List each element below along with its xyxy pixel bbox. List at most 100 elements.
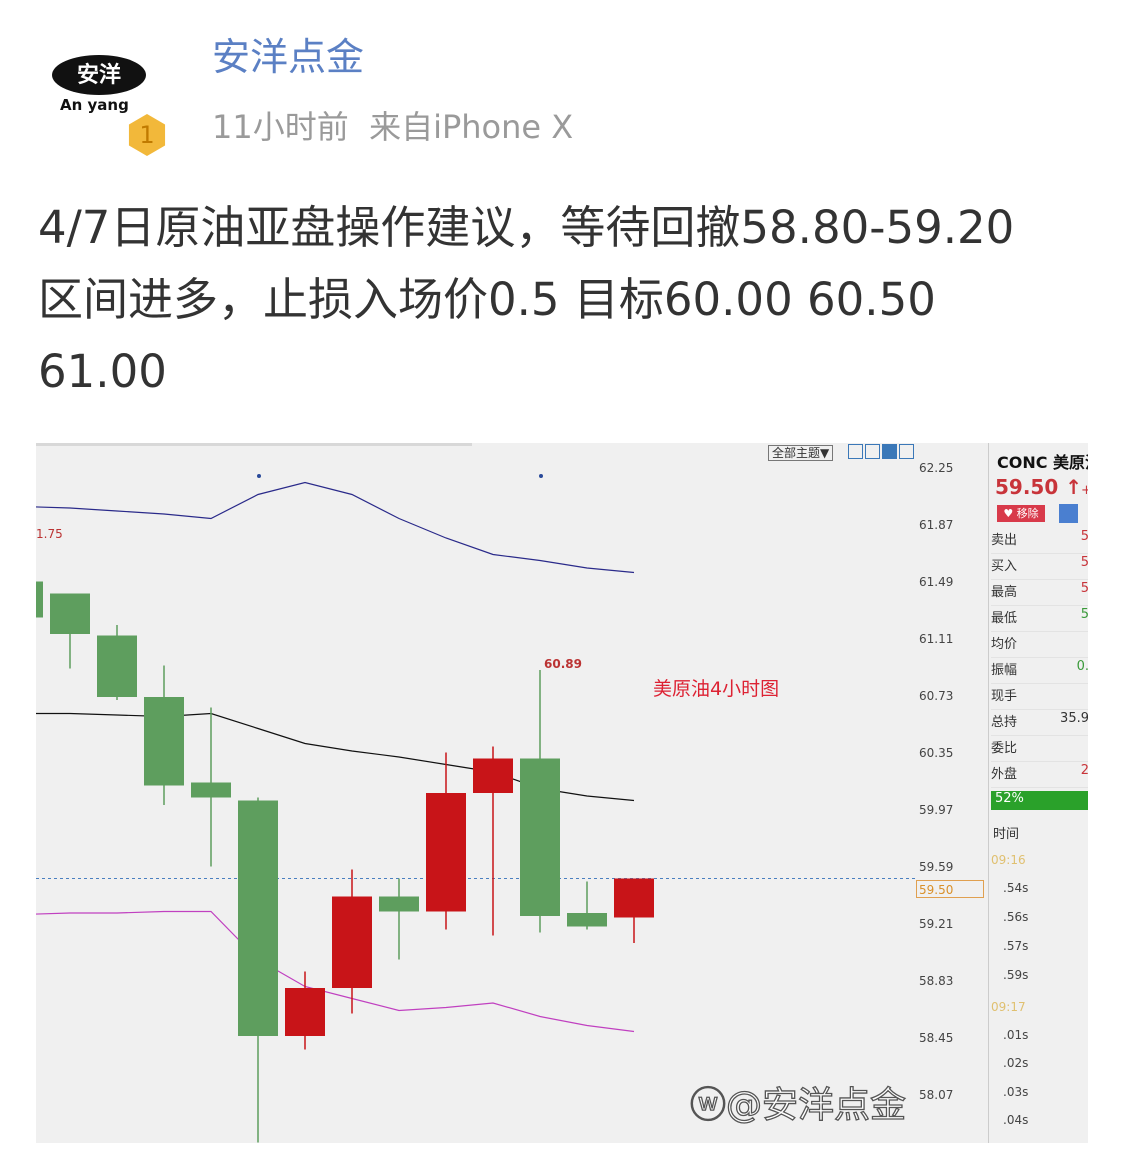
quote-label: 买入	[991, 559, 1018, 574]
avatar-subtitle: An yang	[60, 96, 129, 114]
tick-time: .03s	[1003, 1085, 1029, 1099]
candle-body	[191, 782, 231, 798]
ratio-bar: 52%	[991, 791, 1088, 810]
tick-time: .59s	[1003, 968, 1029, 982]
price-tick: 61.87	[919, 518, 954, 532]
level-badge: 1	[128, 114, 166, 156]
candle-body	[50, 593, 90, 634]
quote-value: 5	[1081, 529, 1088, 544]
chart-icon[interactable]	[882, 444, 897, 459]
quote-row: 买入 5	[991, 555, 1088, 580]
candle-body	[36, 581, 43, 618]
candle-body	[426, 793, 466, 912]
tick-time: .56s	[1003, 910, 1029, 924]
post-line: 区间进多，止损入场价0.5 目标60.00 60.50	[38, 273, 936, 326]
price-tick: 58.07	[919, 1088, 954, 1102]
candle-body	[238, 800, 278, 1036]
quote-row: 外盘 2	[991, 763, 1088, 788]
candle-body	[614, 878, 654, 918]
theme-dropdown[interactable]: 全部主题▼	[768, 445, 834, 461]
current-price-tag: 59.50	[916, 880, 984, 898]
candle-body	[379, 896, 419, 912]
kline-icon[interactable]	[865, 444, 880, 459]
quote-row: 现手	[991, 685, 1088, 710]
quote-value: 5	[1081, 555, 1088, 570]
candle-body	[144, 697, 184, 786]
author-name[interactable]: 安洋点金	[212, 35, 365, 79]
tick-time: .54s	[1003, 881, 1029, 895]
candle-body	[332, 896, 372, 988]
bell-icon[interactable]	[1059, 504, 1078, 523]
author-avatar[interactable]: 安洋	[52, 55, 146, 95]
left-price-label: 1.75	[36, 527, 63, 541]
price-tick: 60.73	[919, 689, 954, 703]
remove-button[interactable]: ♥ 移除	[997, 505, 1045, 522]
quote-panel: CONC 美原油 59.50 ↑ +0 ♥ 移除 卖出 5 买入 5 最高 5 最低 5 均价振…	[988, 443, 1088, 1143]
tick-time: .04s	[1003, 1113, 1029, 1127]
quote-row: 卖出 5	[991, 529, 1088, 554]
watermark: ⓦ@安洋点金	[689, 1085, 907, 1126]
chart-annotation: 美原油4小时图	[653, 678, 780, 700]
post-meta: 11小时前 来自iPhone X	[212, 108, 574, 146]
candle-body	[97, 635, 137, 697]
post-line: 4/7日原油亚盘操作建议，等待回撤58.80-59.20	[38, 201, 1015, 254]
candle-body	[567, 913, 607, 927]
quote-value: 5	[1081, 607, 1088, 622]
quote-row: 委比	[991, 737, 1088, 762]
tick-time: .02s	[1003, 1056, 1029, 1070]
quote-value: 0.	[1076, 659, 1088, 674]
tick-time: 09:17	[991, 1000, 1026, 1014]
chart-toolbar	[848, 444, 914, 459]
quote-label: 现手	[991, 689, 1018, 704]
quote-row: 总持 35.9	[991, 711, 1088, 736]
chart-image[interactable]: 全部主题▼ 1.75 60.89 美原油4小时图 62.25 61.87 61.49…	[36, 443, 1088, 1143]
price-tick: 59.97	[919, 803, 954, 817]
post-text: 4/7日原油亚盘操作建议，等待回撤58.80-59.20 区间进多，止损入场价0…	[38, 192, 1098, 408]
price-tick: 58.83	[919, 974, 954, 988]
price-tick: 60.35	[919, 746, 954, 760]
candle-body	[473, 758, 513, 793]
price-tick: 59.21	[919, 917, 954, 931]
grid-icon[interactable]	[848, 444, 863, 459]
tick-time: .01s	[1003, 1028, 1029, 1042]
symbol-title: CONC 美原油	[997, 453, 1088, 472]
quote-label: 卖出	[991, 533, 1018, 548]
quote-row: 振幅 0.	[991, 659, 1088, 684]
quote-row: 均价	[991, 633, 1088, 658]
export-icon[interactable]	[899, 444, 914, 459]
candlestick-plot	[36, 474, 916, 1143]
top-bar	[36, 443, 472, 446]
price-tick: 58.45	[919, 1031, 954, 1045]
quote-label: 最低	[991, 611, 1018, 626]
quote-value: 5	[1081, 581, 1088, 596]
time-header: 时间	[993, 827, 1020, 842]
upper-band-line	[36, 481, 635, 574]
price-tick: 59.59	[919, 860, 954, 874]
watermark-text: @安洋点金	[725, 1085, 907, 1126]
quote-row: 最高 5	[991, 581, 1088, 606]
candle-body	[285, 988, 325, 1036]
marker-dot	[257, 474, 261, 478]
quote-label: 振幅	[991, 663, 1018, 678]
candle-body	[520, 758, 560, 916]
price-tick: 61.49	[919, 575, 954, 589]
quote-label: 外盘	[991, 767, 1018, 782]
lower-band-line	[36, 910, 635, 1033]
last-price: 59.50 ↑	[995, 475, 1082, 499]
price-tick: 61.11	[919, 632, 954, 646]
quote-label: 最高	[991, 585, 1018, 600]
quote-row: 最低 5	[991, 607, 1088, 632]
quote-label: 均价	[991, 637, 1018, 652]
price-tick: 62.25	[919, 461, 954, 475]
quote-value: 35.9	[1060, 711, 1088, 726]
quote-value: 2	[1081, 763, 1088, 778]
price-change: +0	[1081, 483, 1088, 498]
post-line: 61.00	[38, 345, 167, 398]
tick-time: 09:16	[991, 853, 1026, 867]
quote-label: 总持	[991, 715, 1018, 730]
marker-dot	[539, 474, 543, 478]
weibo-icon: ⓦ	[689, 1085, 727, 1126]
high-label: 60.89	[544, 657, 582, 671]
tick-time: .57s	[1003, 939, 1029, 953]
quote-label: 委比	[991, 741, 1018, 756]
